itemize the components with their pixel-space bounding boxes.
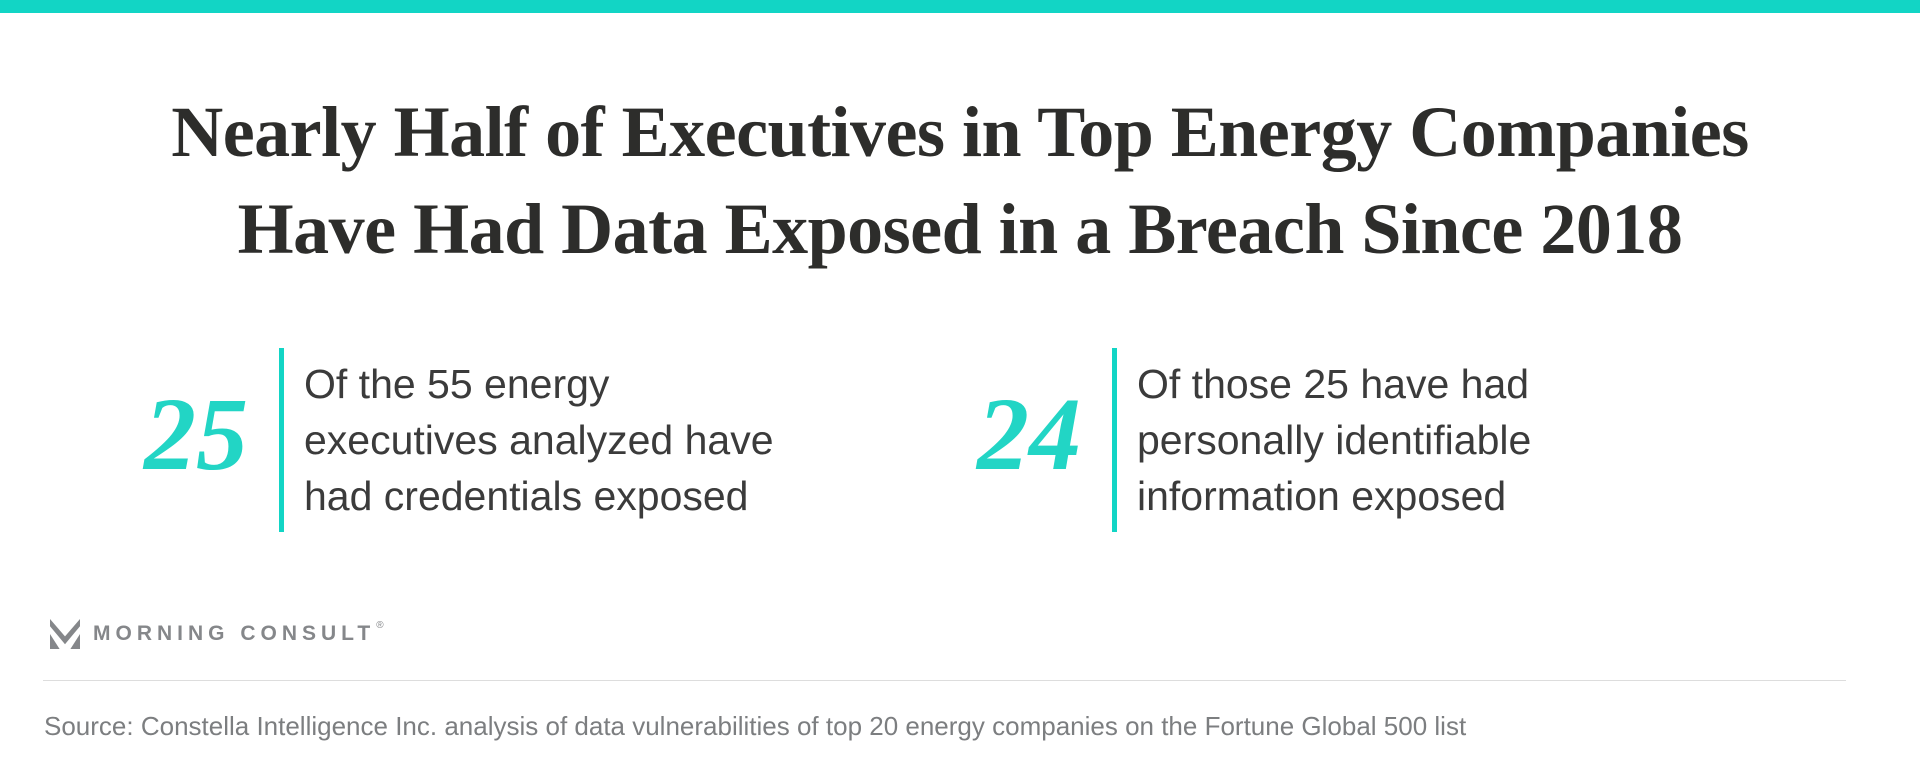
stat-label-line: had credentials exposed <box>304 473 749 519</box>
stat-label-line: Of those 25 have had <box>1137 361 1530 407</box>
morning-consult-logo: MORNING CONSULT ® <box>50 618 384 650</box>
stat-pii-exposed: 24 Of those 25 have had personally ident… <box>973 348 1531 532</box>
page-title: Nearly Half of Executives in Top Energy … <box>0 84 1920 278</box>
stat-label-line: personally identifiable <box>1137 417 1532 463</box>
accent-top-bar <box>0 0 1920 13</box>
stat-value-25: 25 <box>144 377 248 492</box>
stat-label-line: executives analyzed have <box>304 417 774 463</box>
morning-consult-m-icon <box>50 619 80 649</box>
stat-value-24: 24 <box>977 377 1081 492</box>
stat-label: Of the 55 energy executives analyzed hav… <box>304 356 774 524</box>
registered-trademark-symbol: ® <box>376 619 384 631</box>
page-title-line-1: Nearly Half of Executives in Top Energy … <box>171 92 1749 172</box>
stat-label-line: Of the 55 energy <box>304 361 610 407</box>
stat-label: Of those 25 have had personally identifi… <box>1137 356 1531 524</box>
logo-wordmark: MORNING CONSULT <box>93 622 376 645</box>
footer-divider-line <box>43 680 1846 681</box>
source-attribution: Source: Constella Intelligence Inc. anal… <box>44 711 1467 741</box>
page-title-line-2: Have Had Data Exposed in a Breach Since … <box>237 189 1683 269</box>
stat-label-line: information exposed <box>1137 473 1507 519</box>
stat-divider <box>1112 348 1117 532</box>
stat-divider <box>279 348 284 532</box>
stat-credentials-exposed: 25 Of the 55 energy executives analyzed … <box>140 348 774 532</box>
